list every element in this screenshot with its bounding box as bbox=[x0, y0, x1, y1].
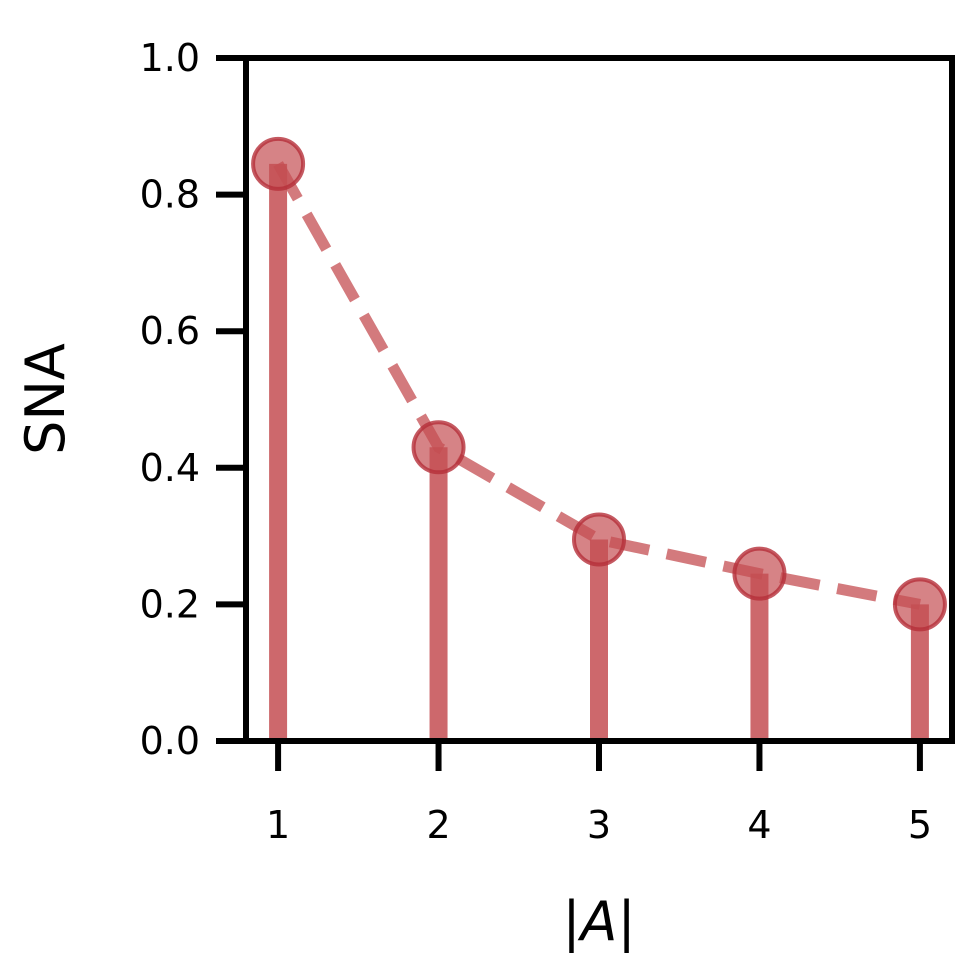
data-point-2 bbox=[411, 420, 466, 475]
stems-layer bbox=[269, 163, 929, 741]
x-tick-label: 1 bbox=[266, 803, 290, 847]
data-point-1 bbox=[251, 136, 306, 191]
x-tick-label: 4 bbox=[747, 803, 771, 847]
x-tick-label: 2 bbox=[426, 803, 450, 847]
y-tick-label: 0.4 bbox=[140, 446, 200, 490]
data-point-3 bbox=[572, 512, 626, 567]
x-axis-label-bar-right: | bbox=[617, 890, 635, 953]
y-axis-ticks: 0.0 0.2 0.4 0.6 0.8 1.0 bbox=[140, 36, 246, 763]
data-point-4 bbox=[732, 546, 787, 601]
markers-layer bbox=[251, 136, 947, 632]
x-axis-ticks: 1 2 3 4 5 bbox=[266, 741, 932, 847]
y-tick-label: 1.0 bbox=[140, 36, 200, 80]
x-tick-label: 3 bbox=[587, 803, 611, 847]
x-tick-label: 5 bbox=[908, 803, 932, 847]
trend-line bbox=[273, 161, 921, 610]
y-tick-label: 0.2 bbox=[140, 582, 200, 626]
x-axis-label-bar-left: | bbox=[562, 890, 580, 953]
y-tick-label: 0.8 bbox=[140, 173, 200, 217]
x-axis-label-symbol: A bbox=[578, 890, 618, 953]
data-point-5 bbox=[892, 577, 947, 632]
trend-layer bbox=[273, 161, 921, 610]
y-axis-label: SNA bbox=[14, 343, 77, 455]
y-tick-label: 0.0 bbox=[140, 719, 200, 763]
y-tick-label: 0.6 bbox=[140, 309, 200, 353]
x-axis-label: |A| bbox=[562, 890, 635, 953]
